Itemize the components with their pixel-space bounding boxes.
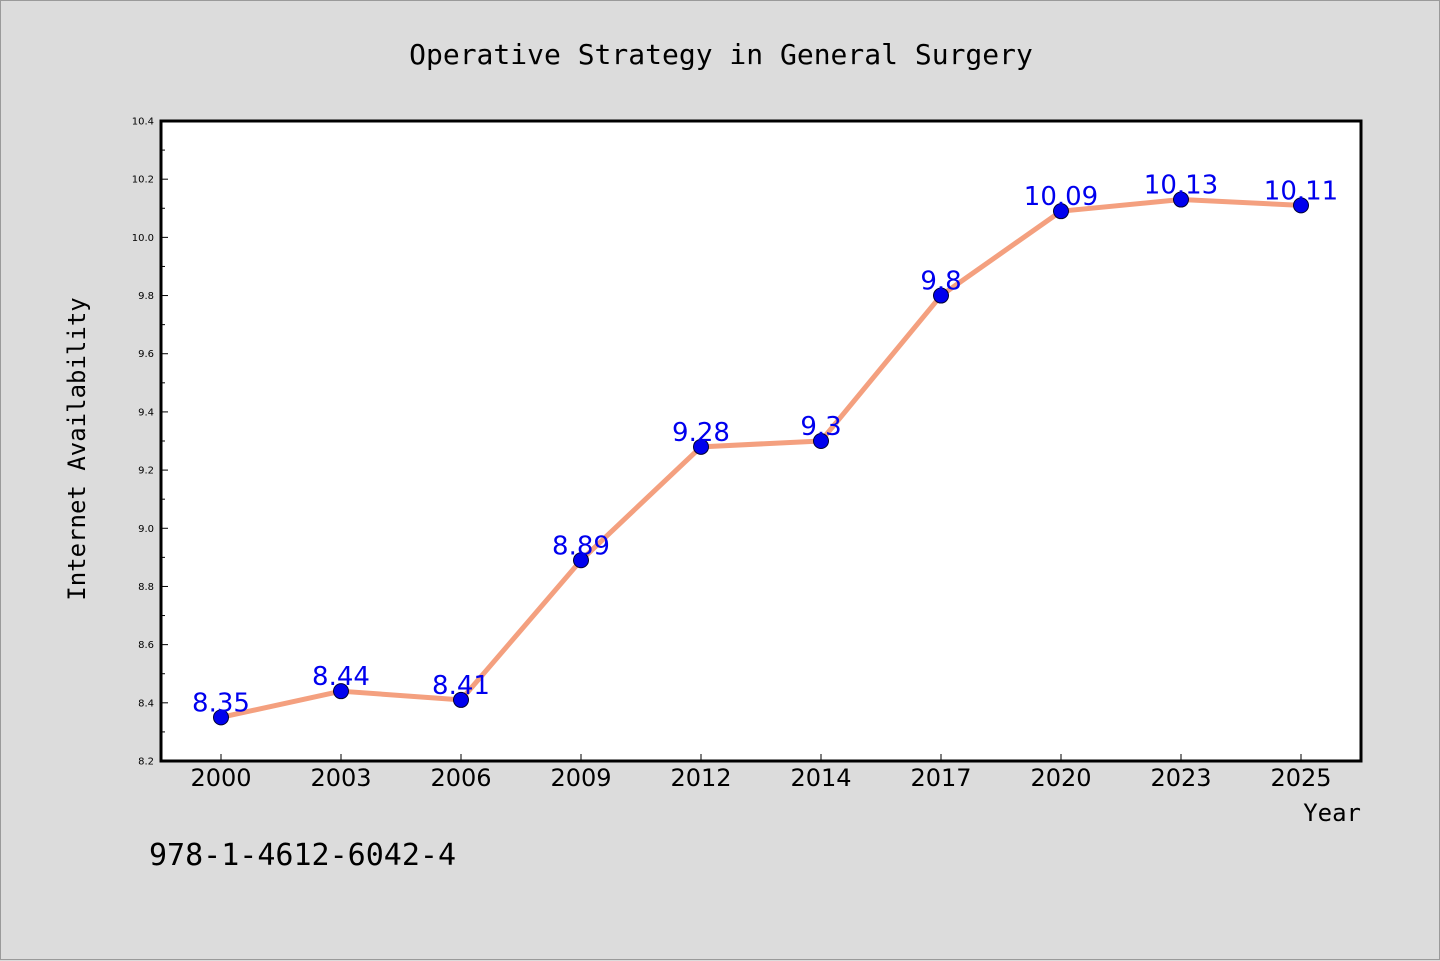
y-tick-label: 9.8 [138, 291, 154, 302]
x-tick-label: 2025 [1270, 764, 1331, 792]
x-tick-label: 2003 [310, 764, 371, 792]
data-point [573, 552, 589, 569]
data-labels-group: 8.35 8.44 8.41 8.89 9.28 9.3 9.8 10.09 10.13 10.1… [192, 171, 1338, 719]
data-label: 8.89 [552, 531, 610, 561]
data-point [1053, 203, 1069, 220]
plot-area [159, 119, 1363, 763]
y-tick-label: 8.4 [138, 698, 154, 709]
y-tick-label: 9.2 [138, 466, 154, 477]
y-axis-label: Internet Availability [63, 297, 91, 600]
y-tick-label: 10.0 [132, 233, 154, 244]
x-tick-label: 2009 [550, 764, 611, 792]
x-tick-label: 2006 [430, 764, 491, 792]
series-line-group [220, 197, 1302, 720]
y-tick-label: 8.6 [138, 640, 154, 651]
chart-title: Operative Strategy in General Surgery [409, 38, 1033, 71]
x-tick-label: 2000 [190, 764, 251, 792]
data-point [333, 683, 349, 700]
x-tick-label: 2012 [670, 764, 731, 792]
x-axis-ticks: 2000 2003 2006 2009 2012 2014 2017 2020 2023 2025 [190, 754, 1332, 792]
data-point [213, 709, 229, 726]
y-tick-label: 9.0 [138, 524, 154, 535]
data-label: 8.35 [192, 688, 250, 718]
data-label: 8.41 [432, 671, 490, 701]
y-axis-ticks: 8.2 8.4 8.6 8.8 9.0 9.2 9.4 9.6 9.8 10.0 10.2 10.4 [132, 117, 168, 768]
footnote-isbn: 978-1-4612-6042-4 [149, 838, 456, 873]
data-point [1293, 197, 1309, 214]
y-tick-label: 8.8 [138, 582, 154, 593]
x-tick-label: 2014 [790, 764, 851, 792]
x-tick-label: 2017 [910, 764, 971, 792]
data-label: 9.28 [672, 418, 730, 448]
series-line [220, 197, 1302, 720]
y-tick-label: 10.2 [132, 175, 154, 186]
data-label: 9.8 [920, 267, 961, 297]
data-point [1173, 191, 1189, 208]
x-tick-label: 2020 [1030, 764, 1091, 792]
x-tick-label: 2023 [1150, 764, 1211, 792]
data-label: 8.44 [312, 662, 370, 692]
y-tick-label: 9.4 [138, 407, 154, 418]
data-label: 10.13 [1144, 171, 1218, 201]
y-tick-label: 8.2 [138, 757, 154, 768]
y-tick-label: 10.4 [132, 117, 154, 128]
data-point [453, 691, 469, 708]
x-axis-label: Year [1303, 799, 1361, 827]
data-label: 9.3 [800, 412, 841, 442]
data-point [693, 438, 709, 455]
data-point [933, 287, 949, 304]
series-points-group [213, 191, 1309, 726]
data-label: 10.11 [1264, 176, 1338, 206]
y-tick-label: 9.6 [138, 349, 154, 360]
data-label: 10.09 [1024, 182, 1098, 212]
data-point [813, 433, 829, 449]
